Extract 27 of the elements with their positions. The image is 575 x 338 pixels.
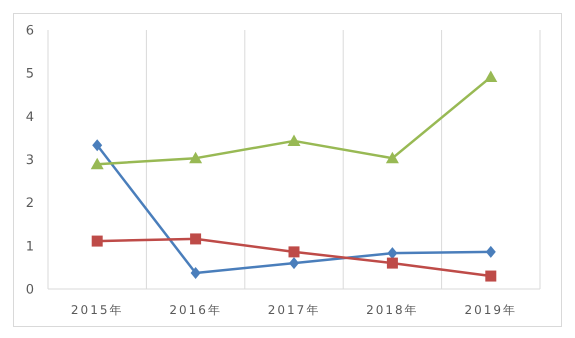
point: [485, 270, 496, 282]
point: [486, 246, 496, 258]
x-tick-label: 2015年: [70, 303, 124, 317]
y-tick-label: 6: [26, 24, 34, 38]
point: [190, 267, 201, 280]
y-tick-label: 2: [26, 196, 34, 212]
y-tick-label: 1: [26, 239, 34, 254]
point: [288, 134, 300, 146]
x-tick-label: 2018年: [366, 303, 419, 317]
point: [386, 152, 399, 164]
point: [92, 236, 103, 247]
point: [92, 139, 102, 152]
point: [190, 233, 202, 244]
point: [484, 70, 498, 82]
y-tick-label: 3: [26, 153, 34, 168]
point: [189, 152, 202, 164]
point: [289, 257, 299, 270]
y-tick-label: 0: [26, 282, 34, 298]
point: [90, 158, 104, 170]
y-tick-label: 5: [26, 66, 34, 82]
x-tick-label: 2016年: [169, 303, 222, 317]
point: [288, 246, 300, 258]
x-tick-label: 2017年: [268, 303, 320, 317]
y-tick-label: 4: [26, 110, 34, 125]
point: [386, 258, 398, 269]
point: [387, 247, 398, 260]
x-tick-label: 2019年: [464, 303, 518, 317]
